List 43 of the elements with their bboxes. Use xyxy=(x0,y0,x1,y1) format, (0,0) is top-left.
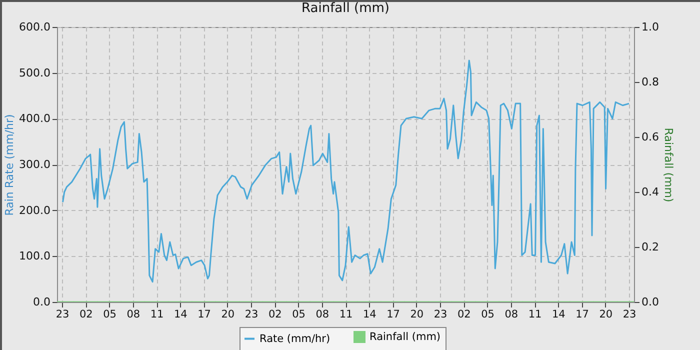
y2-tick-label: 0.8 xyxy=(642,76,659,88)
x-tick-label: 02 xyxy=(268,308,282,320)
x-tick-label: 05 xyxy=(103,308,116,320)
y2-tick-label: 0.4 xyxy=(642,186,659,198)
x-tick-label: 11 xyxy=(150,308,164,320)
x-tick-label: 08 xyxy=(316,308,330,320)
x-tick-label: 20 xyxy=(221,308,235,320)
legend-label: Rate (mm/hr) xyxy=(260,332,330,345)
x-tick-label: 02 xyxy=(79,308,93,320)
x-tick-label: 08 xyxy=(126,308,140,320)
x-tick-label: 23 xyxy=(56,308,70,320)
x-tick-label: 14 xyxy=(552,308,566,320)
x-tick-label: 17 xyxy=(576,308,589,320)
y-tick-label: 100.0 xyxy=(19,250,50,263)
x-tick-label: 05 xyxy=(292,308,306,320)
y-axis-title: Rain Rate (mm/hr) xyxy=(3,114,16,216)
y-tick-label: 0.0 xyxy=(33,296,50,308)
x-tick-label: 11 xyxy=(339,308,353,320)
x-tick-label: 20 xyxy=(599,308,613,320)
x-tick-label: 23 xyxy=(622,308,636,320)
x-tick-label: 08 xyxy=(504,308,518,320)
x-tick-label: 23 xyxy=(434,308,448,320)
x-tick-label: 17 xyxy=(386,308,400,320)
chart-title: Rainfall (mm) xyxy=(302,1,390,16)
y2-tick-label: 0.6 xyxy=(642,130,659,144)
y-tick-label: 600.0 xyxy=(19,20,50,34)
y2-tick-label: 1.0 xyxy=(642,20,659,34)
x-tick-label: 23 xyxy=(244,308,258,320)
y-tick-label: 500.0 xyxy=(19,66,50,80)
x-tick-label: 14 xyxy=(174,308,188,320)
y-tick-label: 400.0 xyxy=(19,112,50,126)
x-tick-label: 17 xyxy=(198,308,211,320)
x-tick-label: 11 xyxy=(528,308,542,320)
x-tick-label: 02 xyxy=(457,308,471,320)
y-tick-label: 300.0 xyxy=(19,158,50,171)
legend-label: Rainfall (mm) xyxy=(370,331,441,343)
y2-tick-label: 0.2 xyxy=(642,240,659,254)
x-tick-label: 14 xyxy=(362,308,377,320)
y2-tick-label: 0.0 xyxy=(642,296,659,308)
y-tick-label: 200.0 xyxy=(19,204,50,217)
x-tick-label: 20 xyxy=(410,308,424,320)
y2-axis-title: Rainfall (mm) xyxy=(662,128,675,202)
x-tick-label: 05 xyxy=(481,308,494,320)
